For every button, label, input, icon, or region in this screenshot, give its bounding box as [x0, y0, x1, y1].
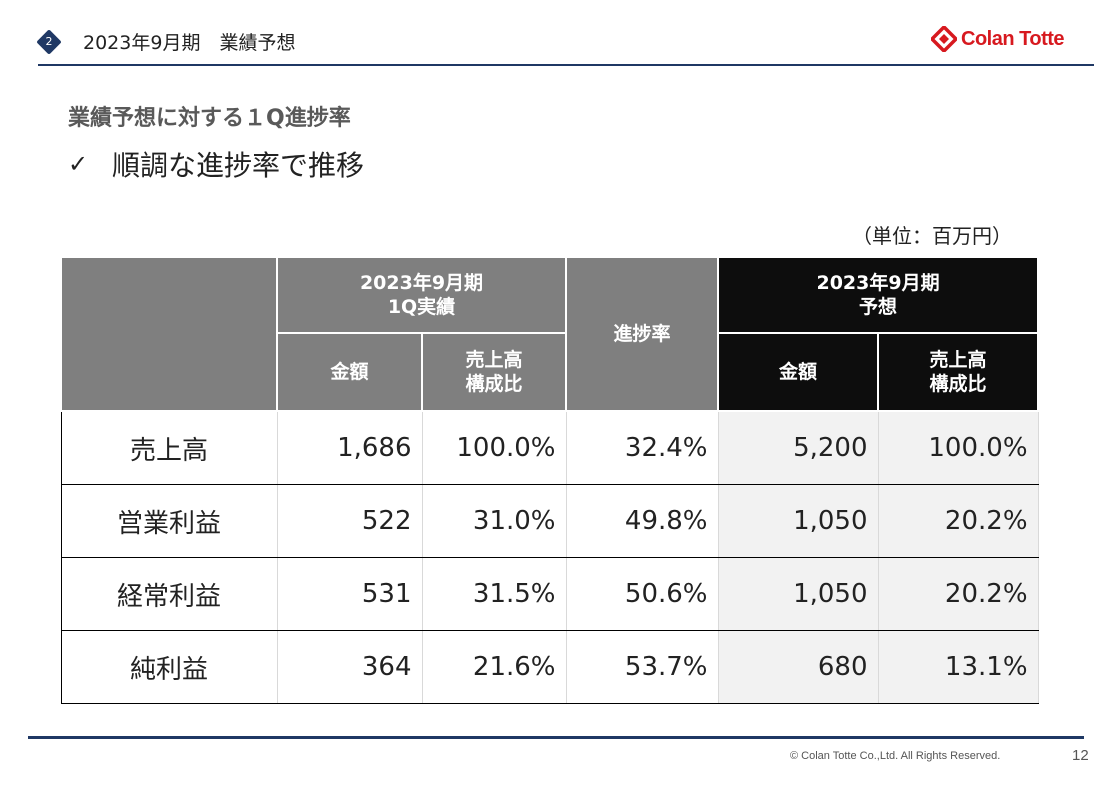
forecast-amount: 1,050	[717, 484, 879, 558]
header: 2 2023年9月期 業績予想 Colan Totte	[0, 0, 1118, 66]
unit-label: （単位：百万円）	[852, 224, 1012, 248]
header-progress: 進捗率	[565, 256, 720, 412]
progress-rate: 50.6%	[565, 557, 719, 631]
logo-diamond-icon	[931, 26, 957, 52]
bullet-text: 順調な進捗率で推移	[112, 149, 365, 182]
header-forecast-group: 2023年9月期 予想	[717, 256, 1040, 334]
actual-amount: 531	[276, 557, 423, 631]
actual-amount: 364	[276, 630, 423, 704]
table-row: 純利益 364 21.6% 53.7% 680 13.1%	[60, 630, 1039, 704]
forecast-amount: 5,200	[717, 411, 879, 485]
company-logo: Colan Totte	[931, 24, 1065, 54]
header-actual-ratio: 売上高 構成比	[420, 332, 568, 412]
table-row: 売上高 1,686 100.0% 32.4% 5,200 100.0%	[60, 411, 1039, 485]
header-forecast-amount: 金額	[717, 332, 880, 412]
forecast-ratio: 13.1%	[877, 630, 1039, 704]
header-forecast-ratio: 売上高 構成比	[877, 332, 1040, 412]
forecast-ratio: 100.0%	[877, 411, 1039, 485]
actual-ratio: 31.0%	[421, 484, 567, 558]
row-label: 営業利益	[60, 484, 278, 558]
table-row: 営業利益 522 31.0% 49.8% 1,050 20.2%	[60, 484, 1039, 558]
actual-ratio: 100.0%	[421, 411, 567, 485]
footer-divider	[28, 736, 1084, 739]
table-row: 経常利益 531 31.5% 50.6% 1,050 20.2%	[60, 557, 1039, 631]
header-divider	[38, 64, 1094, 66]
logo-text: Colan Totte	[961, 27, 1065, 50]
progress-rate: 32.4%	[565, 411, 719, 485]
progress-rate: 53.7%	[565, 630, 719, 704]
actual-amount: 522	[276, 484, 423, 558]
bullet-point: ✓ 順調な進捗率で推移	[68, 144, 364, 184]
section-number-badge: 2	[36, 29, 62, 55]
slide-subtitle: 業績予想に対する１Q進捗率	[68, 106, 351, 131]
forecast-ratio: 20.2%	[877, 557, 1039, 631]
forecast-amount: 1,050	[717, 557, 879, 631]
check-icon: ✓	[68, 150, 89, 178]
header-blank-cell	[60, 256, 278, 412]
header-actual-amount: 金額	[276, 332, 423, 412]
progress-rate: 49.8%	[565, 484, 719, 558]
forecast-amount: 680	[717, 630, 879, 704]
forecast-ratio: 20.2%	[877, 484, 1039, 558]
actual-ratio: 21.6%	[421, 630, 567, 704]
page-title: 2023年9月期 業績予想	[83, 32, 296, 54]
row-label: 純利益	[60, 630, 278, 704]
header-actual-group: 2023年9月期 1Q実績	[275, 256, 568, 334]
forecast-table: 2023年9月期 1Q実績 進捗率 2023年9月期 予想 金額 売上高 構成比…	[60, 256, 1040, 704]
row-label: 経常利益	[60, 557, 278, 631]
page-number: 12	[1072, 747, 1089, 764]
section-number: 2	[45, 35, 53, 48]
copyright-text: © Colan Totte Co.,Ltd. All Rights Reserv…	[790, 750, 1001, 762]
actual-amount: 1,686	[276, 411, 423, 485]
actual-ratio: 31.5%	[421, 557, 567, 631]
row-label: 売上高	[60, 411, 278, 485]
